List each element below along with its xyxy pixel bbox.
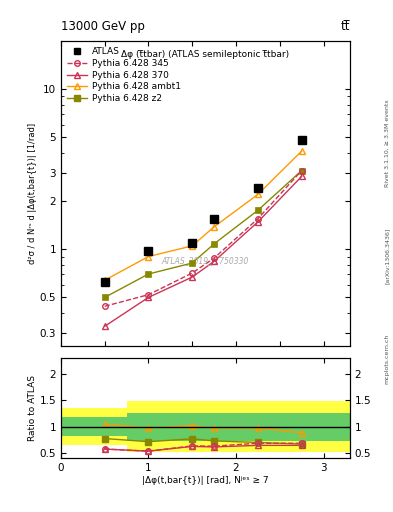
Legend: ATLAS, Pythia 6.428 345, Pythia 6.428 370, Pythia 6.428 ambt1, Pythia 6.428 z2: ATLAS, Pythia 6.428 345, Pythia 6.428 37…: [65, 46, 182, 105]
Text: ATLAS_2019_I1750330: ATLAS_2019_I1750330: [162, 256, 249, 265]
Text: [arXiv:1306.3436]: [arXiv:1306.3436]: [385, 228, 389, 284]
X-axis label: |Δφ(t,bar{t})| [rad], Nʲᵉˢ ≥ 7: |Δφ(t,bar{t})| [rad], Nʲᵉˢ ≥ 7: [142, 476, 269, 485]
Text: Δφ (t̅tbar) (ATLAS semileptonic t̅tbar): Δφ (t̅tbar) (ATLAS semileptonic t̅tbar): [121, 50, 289, 59]
Text: mcplots.cern.ch: mcplots.cern.ch: [385, 333, 389, 383]
Text: tt̅: tt̅: [340, 20, 350, 33]
Y-axis label: Ratio to ATLAS: Ratio to ATLAS: [28, 375, 37, 441]
Text: Rivet 3.1.10, ≥ 3.3M events: Rivet 3.1.10, ≥ 3.3M events: [385, 99, 389, 187]
Y-axis label: d²σ / d Nʳˢ d |Δφ(t,bar{t})| [1/rad]: d²σ / d Nʳˢ d |Δφ(t,bar{t})| [1/rad]: [28, 123, 37, 264]
Text: 13000 GeV pp: 13000 GeV pp: [61, 20, 145, 33]
